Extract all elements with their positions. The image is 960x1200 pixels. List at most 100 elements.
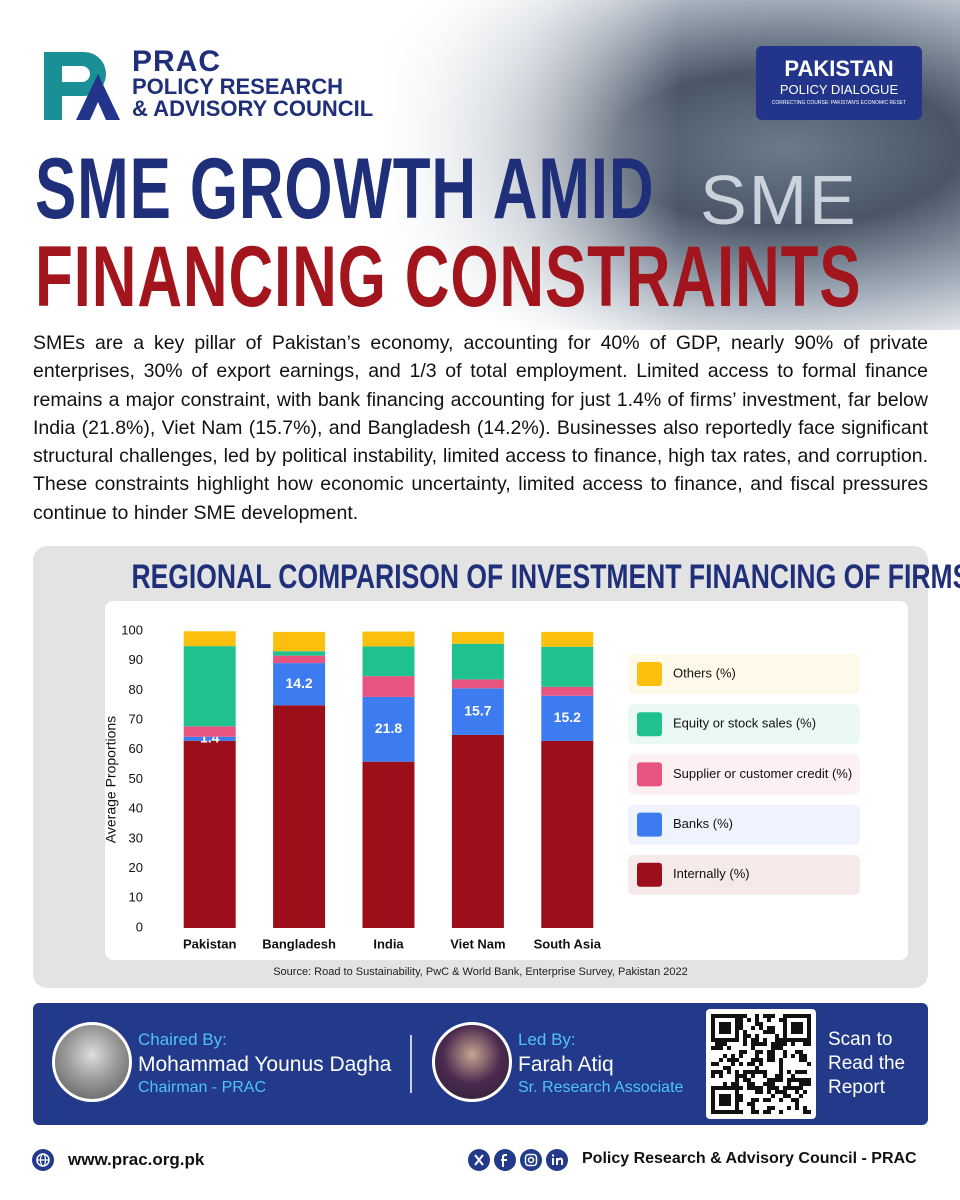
qr-cell bbox=[775, 1090, 779, 1094]
qr-cell bbox=[767, 1078, 771, 1082]
y-tick-label: 70 bbox=[129, 712, 143, 727]
qr-cell bbox=[803, 1054, 807, 1058]
qr-code[interactable] bbox=[706, 1009, 816, 1119]
qr-cell bbox=[807, 1018, 811, 1022]
qr-cell bbox=[711, 1018, 715, 1022]
qr-cell bbox=[739, 1014, 743, 1018]
qr-cell bbox=[715, 1070, 719, 1074]
bar-segment bbox=[183, 740, 236, 928]
qr-cell bbox=[771, 1106, 775, 1110]
qr-cell bbox=[771, 1030, 775, 1034]
qr-cell bbox=[791, 1042, 795, 1046]
qr-cell bbox=[739, 1074, 743, 1078]
title: FINANCING CONSTRAINTS bbox=[35, 229, 862, 326]
data-label: 15.2 bbox=[554, 709, 581, 725]
qr-cell bbox=[803, 1110, 807, 1114]
bar-segment bbox=[183, 726, 236, 737]
qr-cell bbox=[727, 1026, 731, 1030]
qr-cell bbox=[711, 1022, 715, 1026]
qr-cell bbox=[735, 1014, 739, 1018]
qr-cell bbox=[787, 1070, 791, 1074]
qr-cell bbox=[711, 1038, 715, 1042]
person-name: Farah Atiq bbox=[518, 1053, 614, 1076]
chart-box bbox=[105, 601, 908, 960]
qr-cell bbox=[795, 1026, 799, 1030]
qr-cell bbox=[755, 1034, 759, 1038]
qr-cell bbox=[751, 1110, 755, 1114]
qr-cell bbox=[771, 1094, 775, 1098]
qr-cell bbox=[747, 1086, 751, 1090]
qr-cell bbox=[735, 1098, 739, 1102]
y-tick-label: 20 bbox=[129, 860, 143, 875]
qr-cell bbox=[775, 1074, 779, 1078]
chart: 0 10 20 30 40 50 60 70 80 90 100 Average Proportion… bbox=[103, 622, 860, 951]
qr-cell bbox=[771, 1058, 775, 1062]
qr-cell bbox=[771, 1082, 775, 1086]
qr-cell bbox=[771, 1054, 775, 1058]
qr-cell bbox=[775, 1034, 779, 1038]
qr-cell bbox=[751, 1042, 755, 1046]
qr-cell bbox=[795, 1070, 799, 1074]
qr-cell bbox=[755, 1058, 759, 1062]
qr-cell bbox=[711, 1034, 715, 1038]
qr-cell bbox=[711, 1014, 715, 1018]
qr-cell bbox=[711, 1026, 715, 1030]
qr-cell bbox=[791, 1022, 795, 1026]
qr-cell bbox=[795, 1038, 799, 1042]
legend-item: Others (%) bbox=[628, 654, 860, 694]
qr-cell bbox=[791, 1098, 795, 1102]
x-tick-label: India bbox=[373, 936, 404, 951]
bar-segment bbox=[541, 740, 594, 928]
qr-cell bbox=[723, 1022, 727, 1026]
qr-cell bbox=[719, 1026, 723, 1030]
qr-cell bbox=[795, 1078, 799, 1082]
qr-cell bbox=[727, 1070, 731, 1074]
qr-cell bbox=[763, 1038, 767, 1042]
qr-cell bbox=[803, 1106, 807, 1110]
qr-cell bbox=[731, 1082, 735, 1086]
qr-cell bbox=[767, 1090, 771, 1094]
social-instagram[interactable] bbox=[520, 1149, 542, 1171]
qr-cell bbox=[735, 1090, 739, 1094]
qr-cell bbox=[739, 1062, 743, 1066]
x-tick-label: Pakistan bbox=[183, 936, 237, 951]
qr-cell bbox=[799, 1086, 803, 1090]
qr-cell bbox=[799, 1094, 803, 1098]
qr-cell bbox=[731, 1038, 735, 1042]
qr-cell bbox=[751, 1058, 755, 1062]
qr-cell bbox=[735, 1070, 739, 1074]
qr-cell bbox=[727, 1058, 731, 1062]
y-tick-label: 80 bbox=[129, 682, 143, 697]
qr-cell bbox=[747, 1082, 751, 1086]
qr-cell bbox=[771, 1026, 775, 1030]
qr-cell bbox=[799, 1026, 803, 1030]
x-tick-label: South Asia bbox=[534, 936, 602, 951]
qr-cell bbox=[759, 1062, 763, 1066]
bar-segment bbox=[541, 631, 594, 647]
qr-cell bbox=[803, 1090, 807, 1094]
qr-cell bbox=[735, 1038, 739, 1042]
qr-cell bbox=[771, 1014, 775, 1018]
footer-url[interactable]: www.prac.org.pk bbox=[68, 1150, 205, 1169]
bar-segment bbox=[273, 651, 326, 656]
qr-cell bbox=[747, 1034, 751, 1038]
qr-cell bbox=[787, 1078, 791, 1082]
qr-cell bbox=[803, 1038, 807, 1042]
divider bbox=[410, 1035, 412, 1093]
qr-cell bbox=[743, 1030, 747, 1034]
social-icons bbox=[468, 1149, 568, 1171]
qr-cell bbox=[783, 1038, 787, 1042]
background-word: SME bbox=[700, 161, 858, 239]
chart-title: REGIONAL COMPARISON OF INVESTMENT FINANC… bbox=[131, 558, 960, 596]
qr-cell bbox=[719, 1102, 723, 1106]
qr-cell bbox=[803, 1070, 807, 1074]
legend-background bbox=[628, 854, 860, 895]
qr-cell bbox=[779, 1098, 783, 1102]
qr-cell bbox=[735, 1026, 739, 1030]
qr-cell bbox=[755, 1018, 759, 1022]
qr-cell bbox=[743, 1050, 747, 1054]
legend-swatch bbox=[637, 712, 662, 737]
badge-tagline: CORRECTING COURSE: PAKISTAN'S ECONOMIC R… bbox=[771, 100, 907, 106]
qr-cell bbox=[739, 1026, 743, 1030]
